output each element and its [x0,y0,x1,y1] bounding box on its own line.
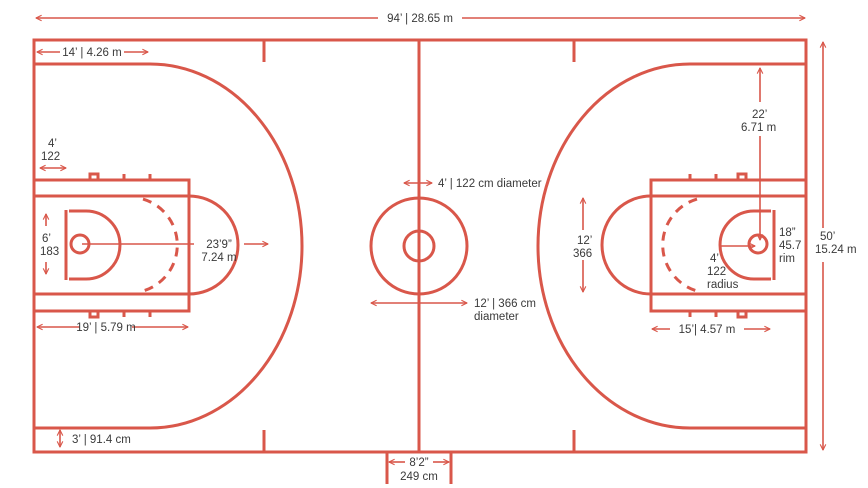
outer-key-right [649,178,808,313]
bench-gap-label-metric: 249 cm [400,471,438,483]
three-point-label-metric: 7.24 m [201,252,236,264]
court-length-label: 94’ | 28.65 m [387,13,453,25]
free-throw-dashed-left [142,197,179,293]
baseline-ft-label: 19’ | 5.79 m [76,322,135,334]
center-circle-inner [402,229,436,263]
bench-gap-label: 8’2” [409,457,428,469]
free-throw-circle-left [188,194,240,296]
rim-label-metric: 45.7 [779,240,801,252]
block-left [88,172,100,182]
sideline-hoop-label: 22’ [752,109,767,121]
restricted-arc-right [718,209,771,281]
center-outer-label-2: diameter [474,311,519,323]
outer-key-left [32,178,191,313]
rim-label-word: rim [779,253,795,265]
lane-hash-label: 4’ [48,138,57,150]
court-lines [32,38,808,454]
free-throw-circle-right [600,194,652,296]
center-outer-label: 12’ | 366 cm [474,298,536,310]
restricted-arc-left [69,209,122,281]
court-width-label-metric: 15.24 m [815,244,857,256]
free-throw-dashed-right [661,197,698,293]
lane-hash-label-metric: 122 [41,151,60,163]
sideline-hoop-label-metric: 6.71 m [741,122,776,134]
restricted-radius-label-metric: 122 [707,266,726,278]
three-point-line-left [34,62,304,430]
key-width-label: 12’ [577,235,592,247]
block-right [736,309,748,319]
restricted-label: 3’ | 91.4 cm [72,434,131,446]
rim-right [747,233,769,255]
three-point-label: 23’9” [206,239,232,251]
dimension-labels: 94’ | 28.65 m 50’ 15.24 m 14’ | 4.26 m 4… [40,13,857,483]
backboard-label: 6’ [42,233,51,245]
block-right [736,172,748,182]
backboard-label-metric: 183 [40,246,59,258]
key-width-label-metric: 366 [573,248,592,260]
restricted-radius-label-word: radius [707,279,739,291]
ft-line-label: 15’| 4.57 m [679,324,736,336]
block-left [88,309,100,319]
three-point-line-right [536,62,806,430]
restricted-radius-label: 4’ [710,253,719,265]
dimension-lines [36,18,823,484]
center-inner-label: 4’ | 122 cm diameter [438,178,542,190]
center-circle-outer [369,196,469,296]
court-width-label: 50’ [820,231,835,243]
backcourt-label: 14’ | 4.26 m [62,47,121,59]
rim-label: 18” [779,227,796,239]
